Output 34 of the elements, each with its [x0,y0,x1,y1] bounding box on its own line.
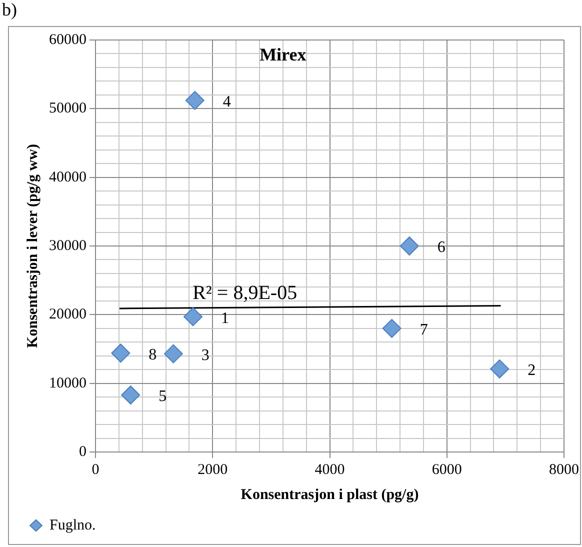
point [382,318,402,338]
y-tick-label: 50000 [49,100,86,117]
y-tick-label: 30000 [49,238,86,254]
y-tick-label: 0 [79,444,86,460]
x-axis-title: Konsentrasjon i plast (pg/g) [240,486,419,503]
annotation: 7 [420,322,428,339]
y-axis-title: Konsentrasjon i lever (pg/g ww) [24,144,41,348]
point [121,386,140,405]
x-tick-label: 8000 [549,462,579,478]
x-tick-label: 4000 [314,462,345,478]
annotation: 2 [528,362,536,380]
y-tick-label: 40000 [49,169,86,186]
y-tick-label: 20000 [49,306,86,323]
annotation: 6 [437,239,446,256]
annotation: 5 [158,388,167,406]
annotation: R² = 8,9E-05 [192,282,298,304]
y-tick-label: 10000 [49,375,86,392]
point [490,359,510,378]
point [184,307,203,326]
annotation: 8 [148,346,157,364]
point [164,344,183,364]
point [400,236,419,256]
y-tick-label: 60000 [49,32,86,48]
annotation: 3 [201,347,210,364]
text: b) [2,0,17,20]
chart-title: Mirex [260,44,306,65]
x-tick-label: 0 [92,462,100,478]
x-tick-label: 6000 [432,462,462,478]
point [185,90,204,110]
legend-label: Fuglno. [50,517,96,534]
annotation: 4 [222,94,231,111]
point [111,344,130,363]
annotation: 1 [221,310,230,327]
x-tick-label: 2000 [198,462,228,478]
